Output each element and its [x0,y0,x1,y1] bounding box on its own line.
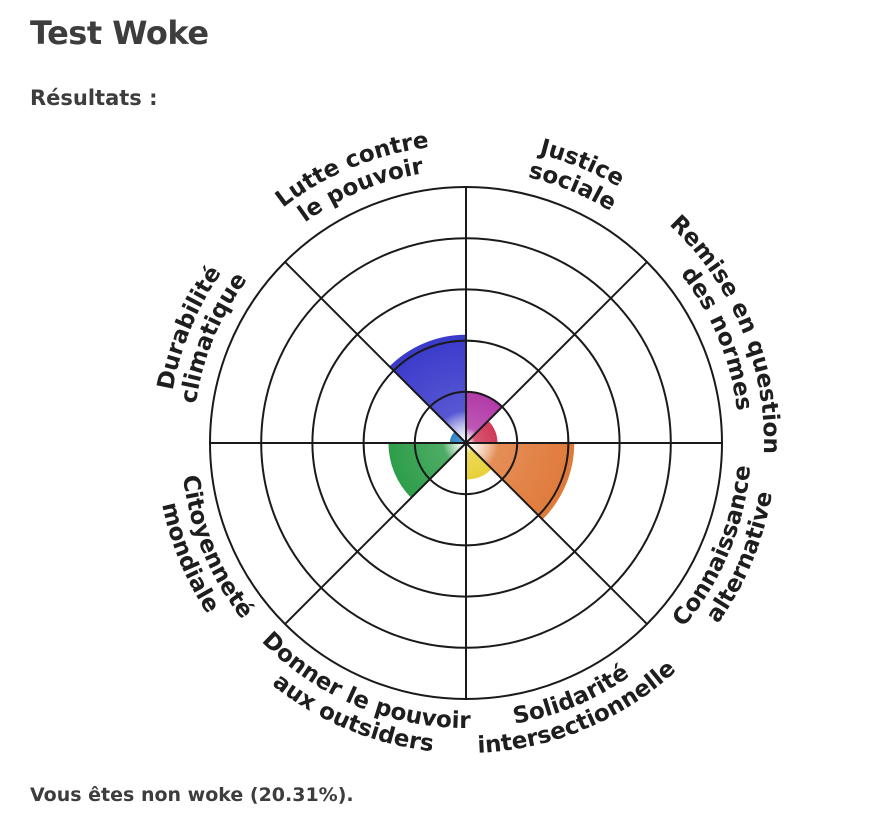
grid-spoke [284,261,467,444]
page-title: Test Woke [30,14,209,52]
slice-5 [388,442,468,499]
results-heading: Résultats : [30,86,158,110]
slice-2 [464,442,575,521]
result-text: Vous êtes non woke (20.31%). [30,784,354,806]
grid-spoke [284,442,467,625]
slice-7 [388,334,467,445]
grid-spoke [465,442,648,625]
grid-spoke [465,261,648,444]
